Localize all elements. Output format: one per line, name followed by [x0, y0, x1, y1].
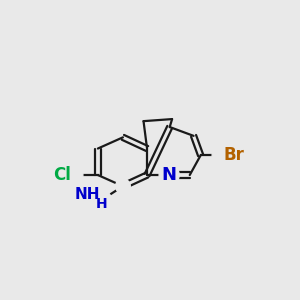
Text: N: N	[162, 166, 177, 184]
Circle shape	[92, 190, 111, 210]
Text: NH: NH	[74, 187, 100, 202]
Text: H: H	[96, 196, 107, 211]
Circle shape	[159, 165, 179, 185]
Text: Cl: Cl	[53, 166, 71, 184]
Text: Br: Br	[224, 146, 244, 164]
Circle shape	[212, 145, 232, 165]
Circle shape	[116, 179, 130, 194]
Circle shape	[63, 165, 83, 185]
